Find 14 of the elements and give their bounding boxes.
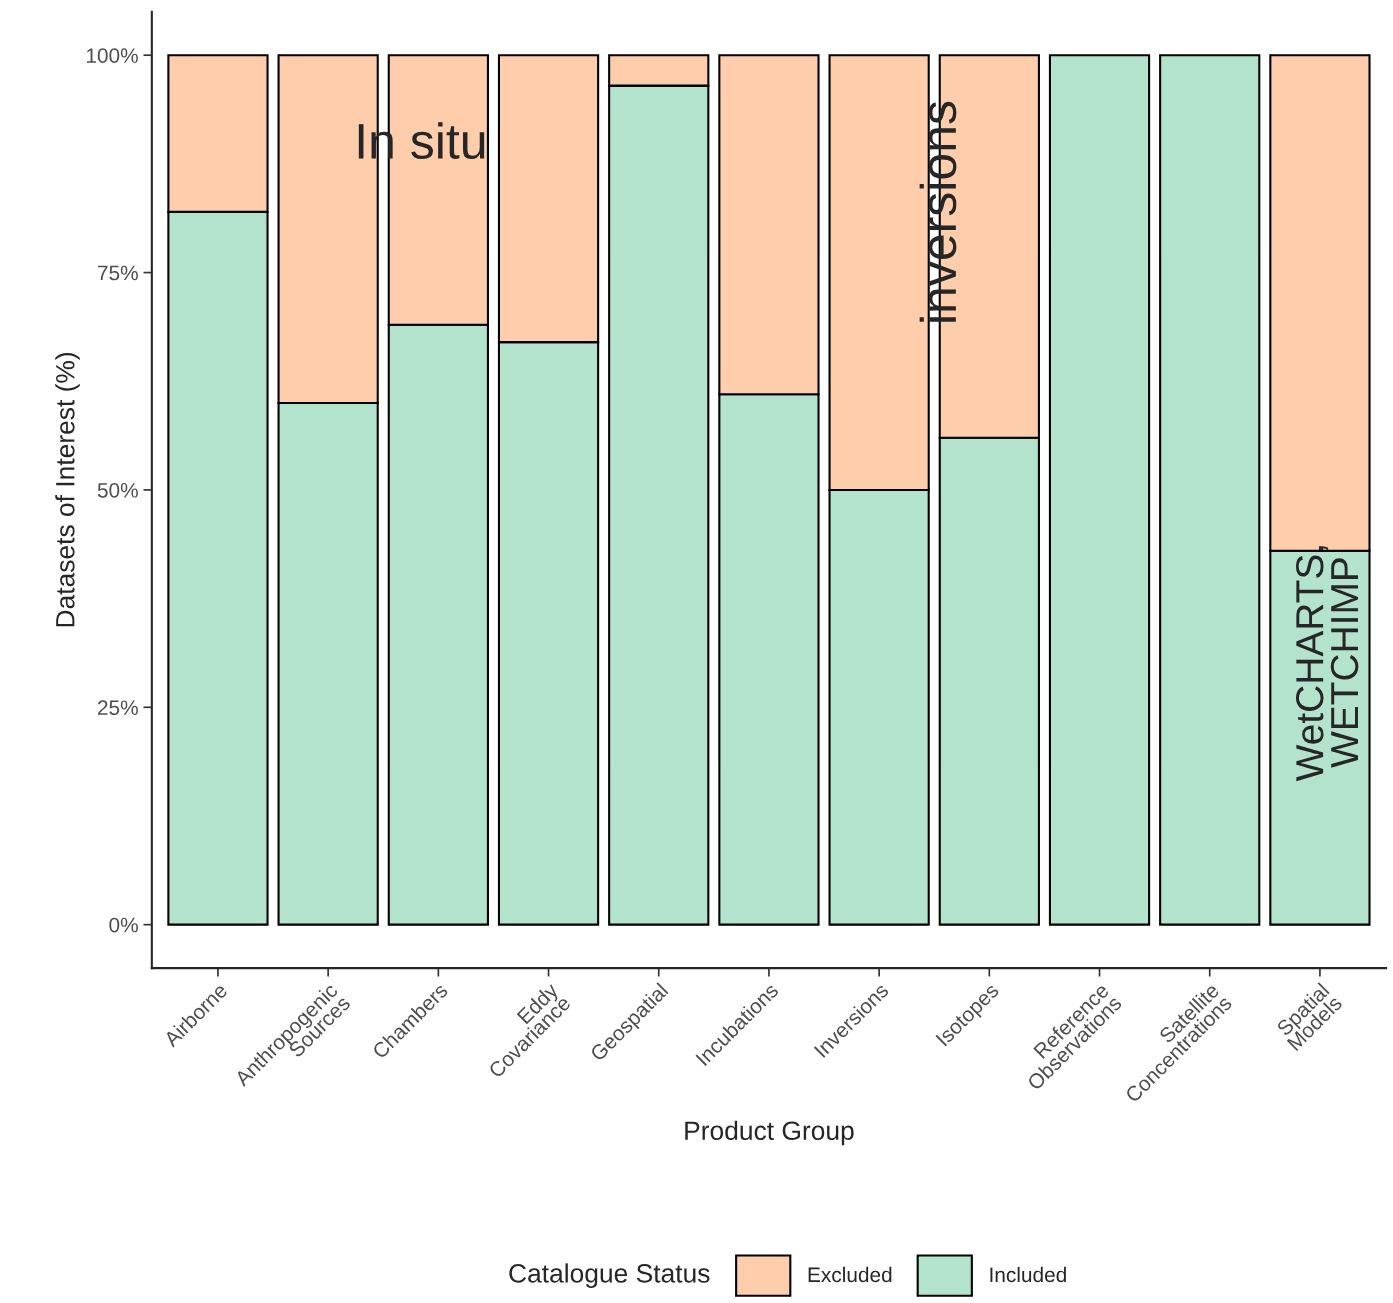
bar — [1048, 54, 1151, 926]
x-axis-title: Product Group — [685, 1120, 854, 1146]
y-tick-label: 50% — [97, 482, 138, 498]
annotation: WetCHARTS, WETCHIMP — [1295, 546, 1359, 782]
y-tick-label: 75% — [98, 265, 138, 281]
bar — [1159, 54, 1261, 926]
y-tick-label: 0% — [109, 917, 138, 933]
y-tick-label: 100% — [86, 48, 138, 63]
y-axis-title: Datasets of Interest (%) — [55, 352, 80, 627]
legend-label: Excluded — [808, 1266, 892, 1283]
annotation: inversions — [919, 101, 957, 322]
y-tick-label: 25% — [97, 700, 138, 716]
legend-label: Included — [990, 1266, 1066, 1283]
legend-title: Catalogue Status — [509, 1263, 710, 1288]
